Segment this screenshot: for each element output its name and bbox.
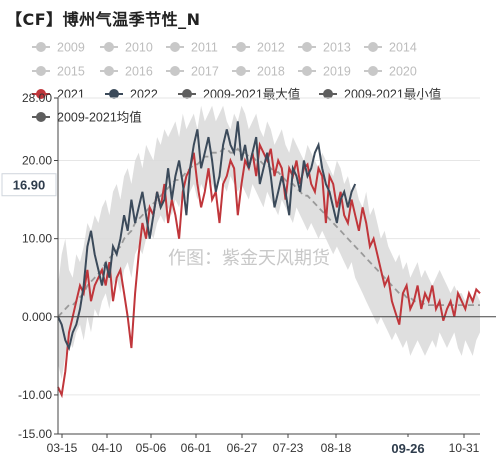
legend-2017-legend-dot (170, 66, 180, 76)
legend[interactable]: 2009 2010 2011 2012 2013 2014 2015 2016 2017 2018… (32, 41, 441, 125)
legend-item-2016[interactable]: 2016 (100, 65, 153, 79)
legend-2010-legend-dot (104, 42, 114, 52)
legend-label-2010: 2010 (125, 41, 153, 55)
legend-2018-legend-dot (236, 66, 246, 76)
x-tick-label: 03-15 (47, 441, 78, 455)
legend-item-2014[interactable]: 2014 (364, 41, 417, 55)
axes (57, 98, 496, 435)
crosshair-x-box (381, 437, 435, 459)
legend-2-legend-dot (182, 89, 192, 99)
series-2021-line (57, 141, 481, 399)
legend-item-2015[interactable]: 2015 (32, 65, 85, 79)
legend-2019-legend-dot (302, 66, 312, 76)
legend-item-2009-2021[interactable]: 2009-2021最小值 (319, 87, 441, 102)
max-min-band (58, 105, 480, 380)
legend-item-2009[interactable]: 2009 (32, 41, 85, 55)
y-tick-label: -15.00 (18, 427, 52, 441)
legend-label-2013: 2013 (323, 41, 351, 55)
y-tick-label: 28.00 (22, 91, 52, 105)
x-tick-label: 08-18 (321, 441, 352, 455)
x-tick-label: 10-31 (449, 441, 480, 455)
legend-1-legend-dot (109, 89, 119, 99)
legend-2009-legend-dot (36, 42, 46, 52)
legend-item-2011[interactable]: 2011 (166, 41, 218, 55)
legend-item-2019[interactable]: 2019 (298, 65, 351, 79)
legend-item-2012[interactable]: 2012 (232, 41, 285, 55)
range-band (58, 105, 480, 380)
legend-label-2011: 2011 (191, 41, 218, 55)
crosshair-y-box (1, 173, 57, 197)
x-tick-label: 05-06 (136, 441, 167, 455)
legend-label-3: 2009-2021最小值 (344, 87, 441, 102)
x-tick-label: 07-23 (273, 441, 304, 455)
legend-item-2022[interactable]: 2022 (105, 88, 158, 102)
legend-label-1: 2022 (130, 88, 158, 102)
legend-label-2020: 2020 (389, 65, 417, 79)
x-tick-label: 06-27 (227, 441, 258, 455)
legend-label-2015: 2015 (57, 65, 85, 79)
legend-item-2017[interactable]: 2017 (166, 65, 219, 79)
legend-4-legend-dot (36, 112, 46, 122)
x-tick-label: 04-10 (92, 441, 123, 455)
legend-item-2009-2021[interactable]: 2009-2021最大值 (178, 87, 300, 102)
legend-item-2009-2021[interactable]: 2009-2021均值 (32, 110, 142, 125)
legend-2014-legend-dot (368, 42, 378, 52)
legend-label-4: 2009-2021均值 (57, 110, 142, 125)
watermark: 作图：紫金天风期货 (168, 248, 330, 268)
legend-label-2012: 2012 (257, 41, 285, 55)
series-lines (57, 121, 481, 399)
legend-label-2014: 2014 (389, 41, 417, 55)
y-tick-label: 20.00 (22, 154, 52, 168)
legend-label-2009: 2009 (57, 41, 85, 55)
legend-label-2017: 2017 (191, 65, 219, 79)
legend-label-2: 2009-2021最大值 (203, 87, 300, 102)
legend-item-2018[interactable]: 2018 (232, 65, 285, 79)
crosshair-x-label: 09-26 (391, 441, 424, 456)
y-tick-label: 0.000 (22, 310, 52, 324)
legend-2012-legend-dot (236, 42, 246, 52)
y-tick-label: 10.00 (22, 232, 52, 246)
series-2022-line (57, 121, 357, 351)
chart-title: 【CF】博州气温季节性_N (6, 10, 201, 29)
legend-2020-legend-dot (368, 66, 378, 76)
legend-3-legend-dot (323, 89, 333, 99)
legend-item-2013[interactable]: 2013 (298, 41, 351, 55)
crosshair-y-label: 16.90 (13, 178, 46, 193)
legend-2015-legend-dot (36, 66, 46, 76)
legend-2016-legend-dot (104, 66, 114, 76)
watermark-text: 作图：紫金天风期货 (168, 248, 330, 268)
legend-item-2020[interactable]: 2020 (364, 65, 417, 79)
legend-item-2010[interactable]: 2010 (100, 41, 153, 55)
legend-label-2018: 2018 (257, 65, 285, 79)
legend-label-0: 2021 (57, 88, 85, 102)
y-tick-label: -10.00 (18, 388, 52, 402)
x-tick-label: 06-01 (181, 441, 212, 455)
legend-0-legend-dot (36, 89, 46, 99)
legend-label-2019: 2019 (323, 65, 351, 79)
crosshair: 16.90 09-26 (1, 173, 435, 459)
legend-2013-legend-dot (302, 42, 312, 52)
legend-label-2016: 2016 (125, 65, 153, 79)
legend-2011-legend-dot (170, 42, 180, 52)
